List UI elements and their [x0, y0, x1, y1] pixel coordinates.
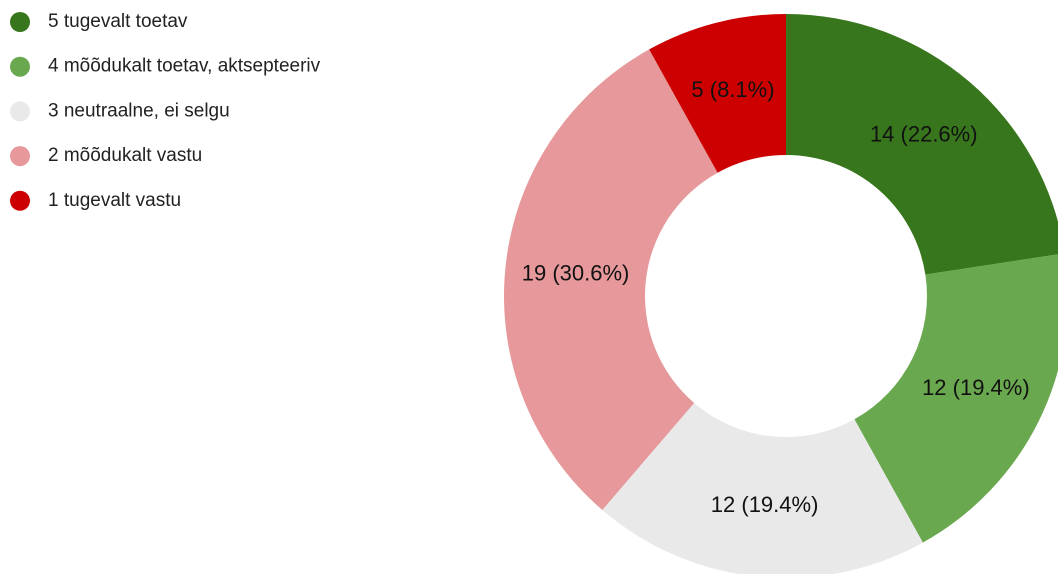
legend-swatch — [10, 190, 30, 211]
legend-swatch — [10, 56, 30, 77]
slice-label: 5 (8.1%) — [691, 77, 774, 102]
slice-label: 14 (22.6%) — [870, 121, 978, 146]
donut-slice — [854, 254, 1058, 543]
legend-text: 2 mõõdukalt vastu — [48, 145, 202, 166]
donut-slice — [504, 49, 718, 510]
legend-swatch — [10, 146, 30, 167]
slice-label: 12 (19.4%) — [922, 375, 1030, 400]
slice-label: 12 (19.4%) — [711, 492, 819, 517]
donut-slice — [602, 402, 923, 574]
legend-text: 4 mõõdukalt toetav, aktsepteeriv — [48, 56, 321, 77]
donut-slice — [786, 14, 1058, 275]
legend-text: 5 tugevalt toetav — [48, 11, 188, 32]
legend-swatch — [10, 101, 30, 122]
donut-slice — [649, 14, 786, 173]
legend-text: 1 tugevalt vastu — [48, 190, 181, 211]
legend-text: 3 neutraalne, ei selgu — [48, 100, 230, 121]
legend-swatch — [10, 12, 30, 32]
slice-label: 19 (30.6%) — [522, 260, 630, 285]
